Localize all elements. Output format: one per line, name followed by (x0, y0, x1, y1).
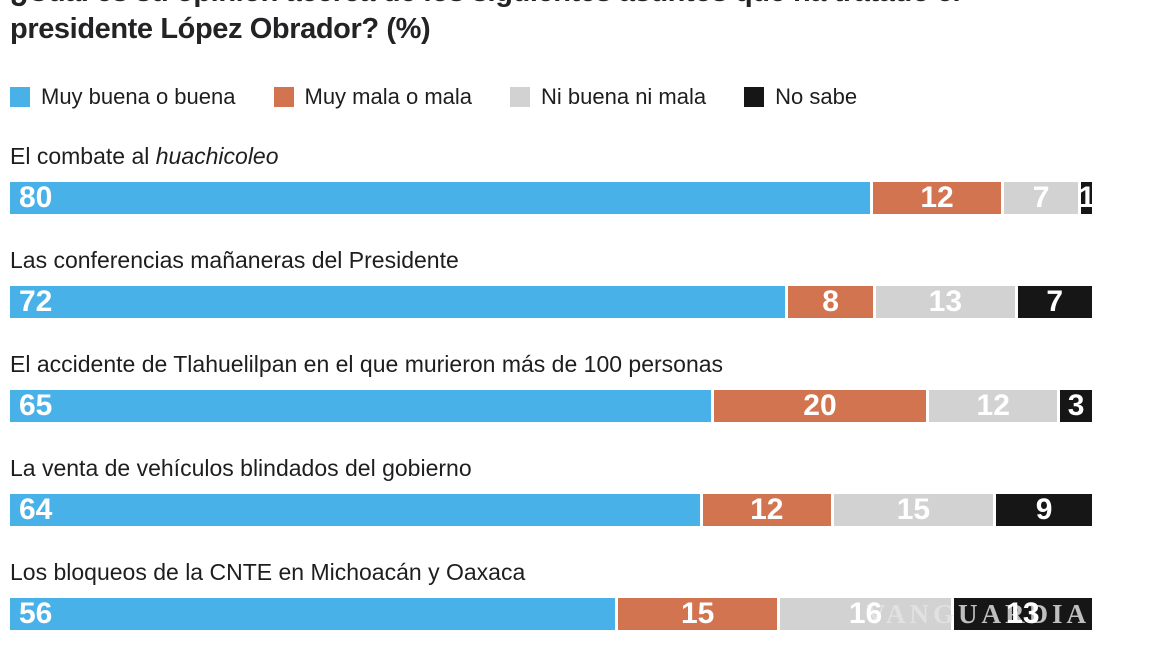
row-label-text: El accidente de Tlahuelilpan en el que m… (10, 351, 724, 377)
bar-segment-2: 7 (1003, 182, 1079, 214)
bar-value-label: 12 (920, 182, 954, 214)
stacked-bar: 56 15 16 13 VANGUARDIA (10, 598, 1092, 630)
row-label: Las conferencias mañaneras del President… (10, 246, 1092, 274)
bar-segment-0: 64 (10, 494, 700, 526)
bar-value-label: 20 (803, 390, 837, 422)
bar-value-label: 72 (19, 286, 53, 318)
stacked-bar: 64 12 15 9 (10, 494, 1092, 526)
bar-value-label: 7 (1032, 182, 1050, 214)
bar-segment-3: 3 (1060, 390, 1092, 422)
bar-value-label: 15 (680, 598, 715, 630)
bar-row: Las conferencias mañaneras del President… (10, 246, 1092, 318)
bar-value-label: 80 (19, 182, 53, 214)
stacked-bar: 72 8 13 7 (10, 286, 1092, 318)
bar-segment-0: 72 (10, 286, 786, 318)
bar-segment-1: 8 (788, 286, 874, 318)
row-label: Los bloqueos de la CNTE en Michoacán y O… (10, 558, 1092, 586)
bar-value-label: 12 (750, 494, 784, 526)
row-label-text: La venta de vehículos blindados del gobi… (10, 455, 472, 481)
bar-segment-3: 13 (953, 598, 1092, 630)
bar-row: El accidente de Tlahuelilpan en el que m… (10, 350, 1092, 422)
bar-segment-0: 65 (10, 390, 711, 422)
bar-segment-0: 56 (10, 598, 615, 630)
legend-label: Ni buena ni mala (541, 84, 707, 109)
row-label-text: El combate al (10, 143, 156, 169)
legend-swatch-icon (510, 87, 531, 107)
legend-label: Muy buena o buena (41, 84, 236, 109)
bar-value-label: 12 (976, 390, 1010, 422)
row-label: El combate al huachicoleo (10, 142, 1092, 170)
bar-row: La venta de vehículos blindados del gobi… (10, 454, 1092, 526)
legend-item-3: No sabe (744, 84, 857, 110)
legend-item-0: Muy buena o buena (10, 84, 236, 110)
row-label: El accidente de Tlahuelilpan en el que m… (10, 350, 1092, 378)
bar-row: Los bloqueos de la CNTE en Michoacán y O… (10, 558, 1092, 630)
page-root: ¿Cuál es su opinión acerca de los siguie… (10, 0, 1093, 630)
legend-swatch-icon (744, 87, 765, 107)
legend-label: No sabe (775, 84, 858, 109)
bar-segment-0: 80 (10, 182, 871, 214)
bar-value-label: 7 (1046, 286, 1064, 318)
bar-segment-3: 9 (996, 494, 1092, 526)
bar-segment-1: 15 (617, 598, 778, 630)
legend-label: Muy mala o mala (304, 84, 473, 109)
bar-value-label: 64 (19, 494, 53, 526)
bar-segment-1: 12 (702, 494, 831, 526)
stacked-bar: 65 20 12 3 (10, 390, 1092, 422)
bar-segment-2: 16 (780, 598, 951, 630)
bar-value-label: 56 (19, 598, 53, 630)
row-label-text: Los bloqueos de la CNTE en Michoacán y O… (10, 559, 526, 585)
legend-swatch-icon (10, 87, 30, 107)
bar-value-label: 9 (1035, 494, 1053, 526)
chart-title-line-2: presidente López Obrador? (%) (10, 13, 431, 45)
bar-segment-3: 1 (1081, 182, 1093, 214)
bar-value-label: 16 (848, 598, 883, 630)
bar-segment-2: 12 (929, 390, 1058, 422)
bar-row: El combate al huachicoleo 80 12 7 1 (10, 142, 1093, 214)
bar-segment-2: 13 (876, 286, 1015, 318)
bar-segment-3: 7 (1017, 286, 1092, 318)
row-label: La venta de vehículos blindados del gobi… (10, 454, 1092, 482)
row-label-text: Las conferencias mañaneras del President… (10, 247, 459, 273)
bar-segment-1: 20 (713, 390, 927, 422)
bar-value-label: 65 (19, 390, 53, 422)
legend-item-1: Muy mala o mala (273, 84, 473, 110)
chart-title: ¿Cuál es su opinión acerca de los siguie… (10, 0, 1092, 48)
row-label-italic: huachicoleo (155, 143, 279, 169)
legend-swatch-icon (273, 87, 294, 107)
legend: Muy buena o buena Muy mala o mala Ni buena… (10, 84, 1092, 110)
bar-value-label: 13 (1006, 598, 1040, 630)
bar-segment-2: 15 (833, 494, 994, 526)
stacked-bar: 80 12 7 1 (10, 182, 1093, 214)
bar-value-label: 15 (896, 494, 931, 526)
bar-value-label: 8 (822, 286, 839, 318)
bar-value-label: 1 (1081, 182, 1093, 214)
bar-segment-1: 12 (873, 182, 1001, 214)
bar-value-label: 3 (1067, 390, 1085, 422)
chart-title-line-1: ¿Cuál es su opinión acerca de los siguie… (10, 0, 1092, 11)
bar-value-label: 13 (928, 286, 963, 318)
chart-rows: El combate al huachicoleo 80 12 7 1 Las confe… (10, 142, 1093, 630)
legend-item-2: Ni buena ni mala (510, 84, 706, 110)
